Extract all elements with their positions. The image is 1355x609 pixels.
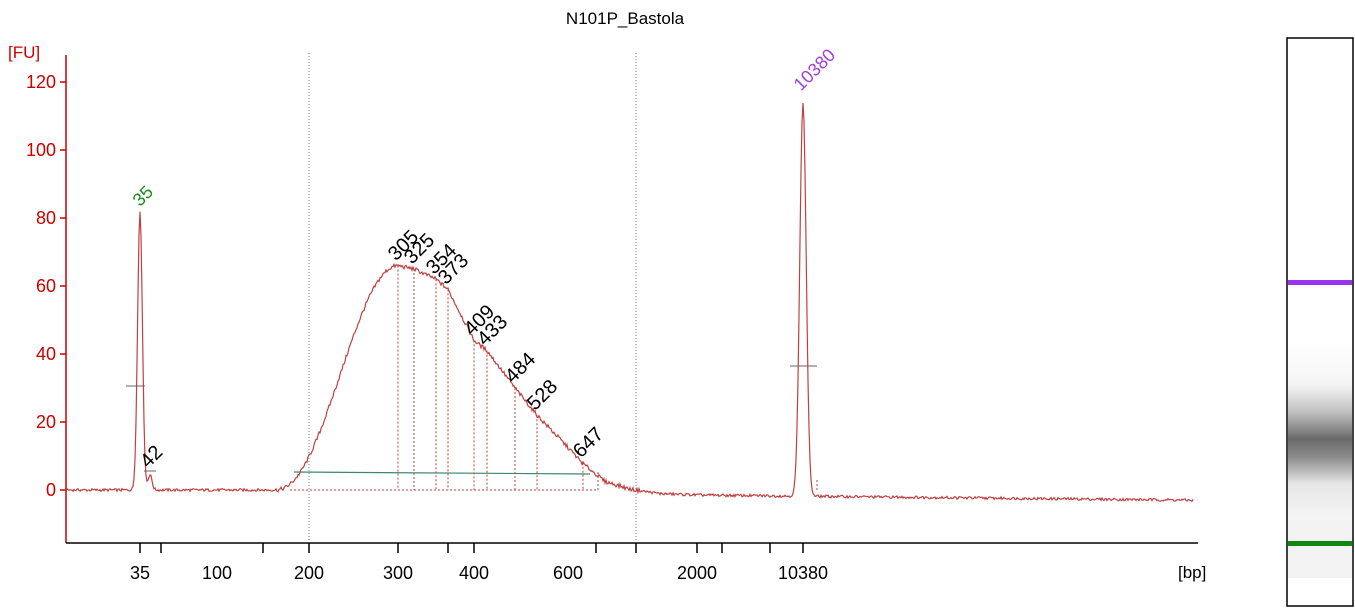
x-tick-label: 100: [202, 563, 232, 583]
x-tick-label: 10380: [778, 563, 828, 583]
y-tick-label: 60: [36, 276, 56, 296]
electropherogram-trace: [65, 102, 1194, 503]
peak-label: 35: [129, 182, 157, 210]
gel-lower-marker-band: [1288, 541, 1352, 546]
smear-region: [126, 365, 818, 491]
gel-lane: [1286, 37, 1354, 607]
peak-label: 528: [523, 376, 562, 415]
y-tick-label: 100: [26, 140, 56, 160]
gel-smear: [1288, 340, 1352, 520]
peak-label: 42: [136, 441, 167, 472]
x-tick-label: 2000: [677, 563, 717, 583]
x-tick-label: 200: [294, 563, 324, 583]
gel-upper-marker-band: [1288, 280, 1352, 285]
y-unit-label: [FU]: [8, 43, 40, 62]
peak-label: 484: [501, 348, 540, 387]
chart-title: N101P_Bastola: [566, 9, 685, 28]
y-tick-label: 40: [36, 344, 56, 364]
x-tick-label: 300: [383, 563, 413, 583]
y-tick-label: 20: [36, 412, 56, 432]
y-tick-label: 120: [26, 72, 56, 92]
smear-baseline: [293, 471, 591, 475]
y-tick-label: 80: [36, 208, 56, 228]
y-tick-group: 0 20 40 60 80 100 120: [26, 72, 66, 500]
gel-lower-area: [1288, 520, 1352, 578]
x-unit-label: [bp]: [1178, 563, 1206, 582]
y-tick-label: 0: [46, 480, 56, 500]
peak-drop-lines: [397, 265, 584, 490]
peak-label: 10380: [790, 45, 840, 95]
peak-label: 647: [569, 423, 608, 462]
x-tick-group: 35 100 200 300 400 600 2000 10380: [130, 543, 828, 583]
x-tick-label: 35: [130, 563, 150, 583]
x-tick-label: 400: [459, 563, 489, 583]
x-tick-label: 600: [553, 563, 583, 583]
